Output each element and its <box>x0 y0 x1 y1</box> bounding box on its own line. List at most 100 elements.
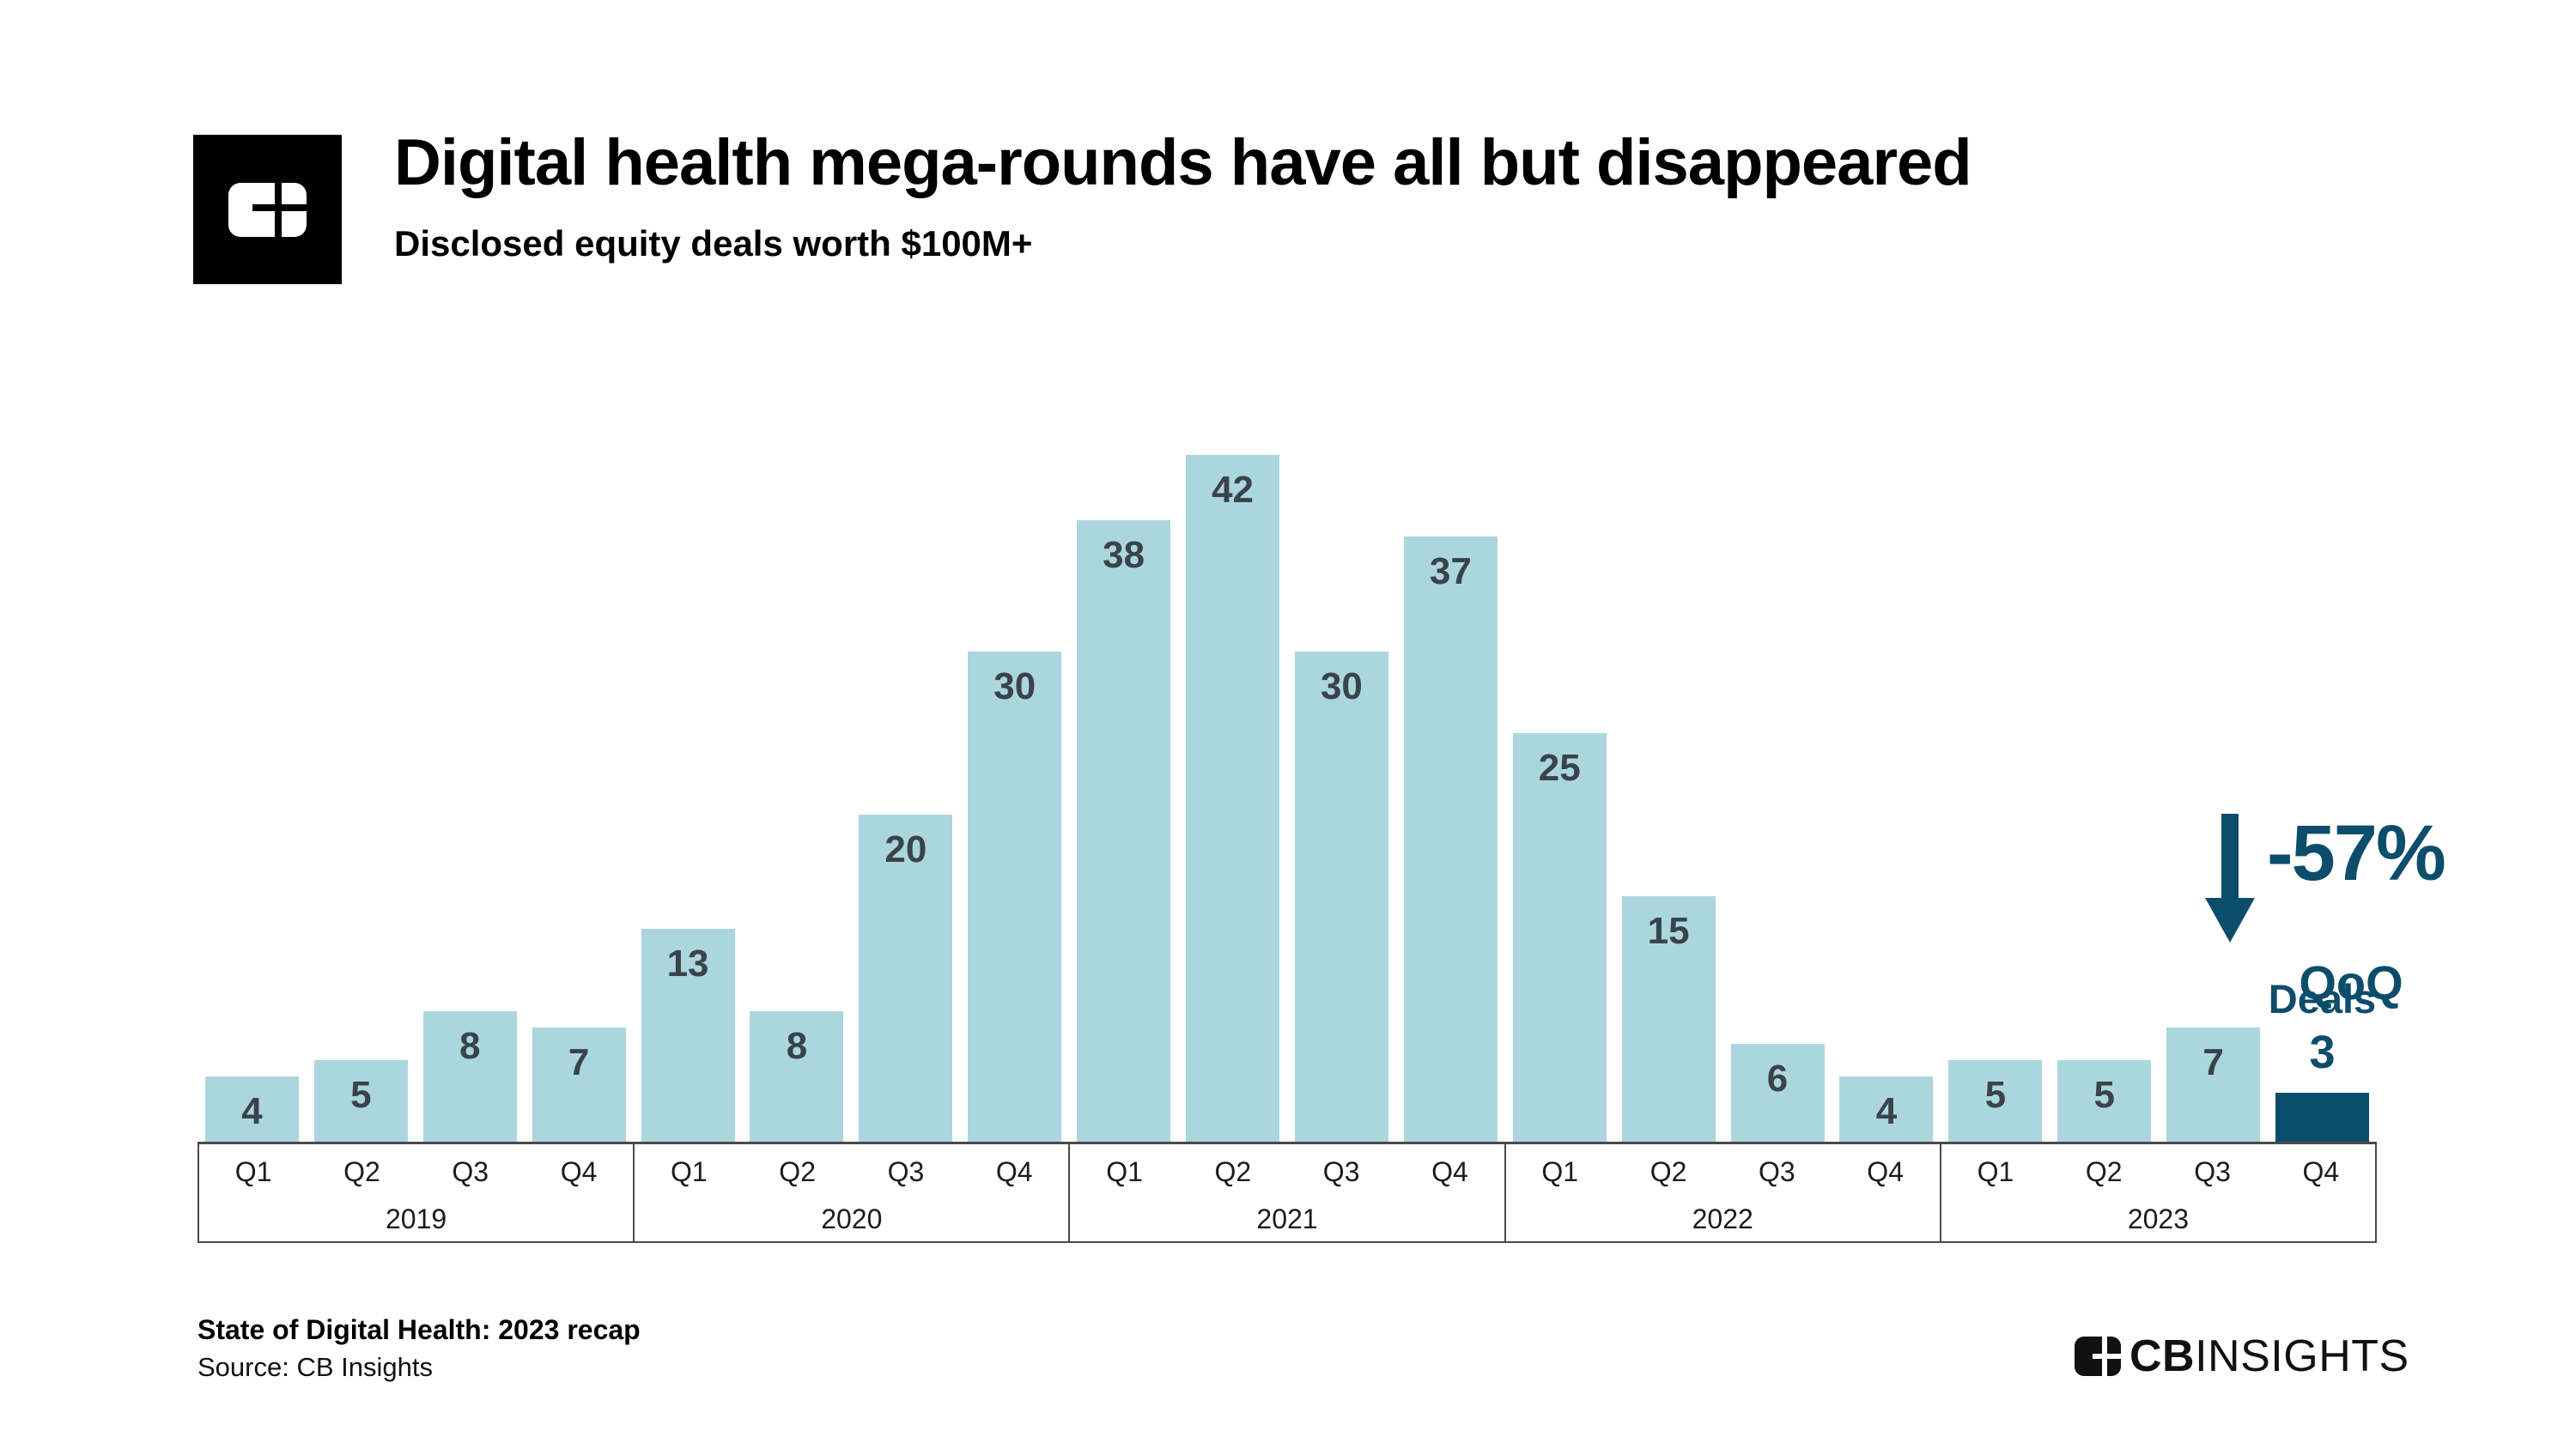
cb-window-icon-small <box>2075 1337 2121 1376</box>
bar-2023-Q2: 5 <box>2057 1060 2152 1142</box>
bar-value-label: 8 <box>786 1025 808 1067</box>
x-axis-quarter-label: Q2 <box>1214 1156 1252 1187</box>
bar-2023-Q3: 7 <box>2166 1028 2261 1142</box>
bar-slot <box>2268 386 2377 1142</box>
x-axis-quarter-label: Q3 <box>2194 1156 2231 1187</box>
x-axis-year-label: 2022 <box>1692 1203 1753 1234</box>
bar-value-label: 25 <box>1538 747 1581 789</box>
cb-window-icon <box>228 182 307 237</box>
bar-slot: 7 <box>525 386 634 1142</box>
bar-2022-Q4: 4 <box>1839 1076 1934 1142</box>
bar-value-label: 37 <box>1429 550 1472 592</box>
x-axis-quarter-label: Q2 <box>2085 1156 2123 1187</box>
bar-slot: 13 <box>634 386 743 1142</box>
year-group-2021: Q1 Q2 Q3 Q4 2021 <box>1070 1144 1506 1241</box>
x-axis-year-label: 2021 <box>1256 1203 1318 1234</box>
x-axis: Q1 Q2 Q3 Q4 2019 Q1 Q2 Q3 Q4 2020 Q1 Q2 Q3 Q4 2021 Q1 Q2… <box>197 1142 2377 1243</box>
bar-2022-Q1: 25 <box>1512 733 1607 1142</box>
bar-2022-Q3: 6 <box>1730 1044 1825 1142</box>
bar-slot: 5 <box>2050 386 2159 1142</box>
brand-cb: CB <box>2129 1331 2196 1381</box>
year-group-2022: Q1 Q2 Q3 Q4 2022 <box>1506 1144 1941 1241</box>
x-axis-quarter-label: Q4 <box>1867 1156 1904 1187</box>
bar-2021-Q2: 42 <box>1186 455 1280 1142</box>
footer: State of Digital Health: 2023 recap Sour… <box>197 1316 641 1380</box>
qoq-change-value: -57% <box>2267 809 2446 897</box>
x-axis-quarter-label: Q4 <box>2302 1156 2340 1187</box>
page-subtitle: Disclosed equity deals worth $100M+ <box>394 222 1033 264</box>
bar-slot: 6 <box>1723 386 1832 1142</box>
bar-value-label: 38 <box>1103 534 1145 576</box>
qoq-caption: QoQ <box>2299 955 2403 1009</box>
bar-2019-Q4: 7 <box>532 1028 626 1142</box>
bar-2020-Q1: 13 <box>641 929 735 1142</box>
bar-2022-Q2: 15 <box>1621 896 1716 1142</box>
bar-2021-Q3: 30 <box>1294 652 1388 1142</box>
bar-2019-Q3: 8 <box>422 1011 517 1142</box>
x-axis-quarter-label: Q4 <box>560 1156 598 1187</box>
x-axis-quarter-label: Q4 <box>1431 1156 1468 1187</box>
year-group-2023: Q1 Q2 Q3 Q4 2023 <box>1941 1144 2375 1241</box>
year-group-2020: Q1 Q2 Q3 Q4 2020 <box>635 1144 1071 1241</box>
x-axis-quarter-label: Q4 <box>995 1156 1033 1187</box>
bar-value-label: 20 <box>884 828 927 870</box>
deals-label: Deals <box>2268 976 2377 1022</box>
bar-2020-Q4: 30 <box>968 652 1062 1142</box>
bar-value-label: 7 <box>568 1041 590 1083</box>
bar-value-label: 5 <box>1984 1074 2007 1116</box>
bar-value-label: 4 <box>241 1090 263 1132</box>
bar-2020-Q2: 8 <box>750 1011 844 1142</box>
quarter-row: Q1 Q2 Q3 Q4 <box>1506 1156 1940 1188</box>
brand-text: CBINSIGHTS <box>2129 1331 2409 1382</box>
x-axis-quarter-label: Q1 <box>234 1156 272 1187</box>
bar-value-label: 6 <box>1766 1058 1789 1100</box>
year-group-2019: Q1 Q2 Q3 Q4 2019 <box>199 1144 635 1241</box>
brand-insights: INSIGHTS <box>2195 1331 2409 1381</box>
qoq-annotation: -57% QoQ <box>2205 809 2446 1010</box>
x-axis-quarter-label: Q1 <box>1977 1156 2014 1187</box>
bar-value-label: 30 <box>993 665 1036 707</box>
down-arrow-icon <box>2205 814 2255 943</box>
x-axis-quarter-label: Q1 <box>671 1156 708 1187</box>
x-axis-year-label: 2023 <box>2127 1203 2189 1234</box>
report-title: State of Digital Health: 2023 recap <box>197 1314 641 1345</box>
x-axis-quarter-label: Q1 <box>1541 1156 1579 1187</box>
bar-slot: 8 <box>743 386 852 1142</box>
bar-slot: 30 <box>1287 386 1396 1142</box>
x-axis-quarter-label: Q3 <box>452 1156 489 1187</box>
bar-2023-Q1: 5 <box>1948 1060 2043 1142</box>
bar-2020-Q3: 20 <box>859 815 953 1142</box>
x-axis-quarter-label: Q1 <box>1106 1156 1143 1187</box>
bar-2019-Q2: 5 <box>313 1060 408 1142</box>
x-axis-quarter-label: Q2 <box>779 1156 816 1187</box>
x-axis-year-label: 2020 <box>821 1203 883 1234</box>
bar-slot: 30 <box>960 386 1069 1142</box>
cb-insights-wordmark: CBINSIGHTS <box>2075 1331 2409 1382</box>
x-axis-quarter-label: Q2 <box>343 1156 380 1187</box>
bar-value-label: 4 <box>1875 1090 1898 1132</box>
bar-value-label: 5 <box>2093 1074 2115 1116</box>
x-axis-quarter-label: Q3 <box>1322 1156 1360 1187</box>
bar-2023-Q4 <box>2275 1093 2370 1142</box>
bar-slot: 37 <box>1396 386 1505 1142</box>
bar-slot: 42 <box>1178 386 1287 1142</box>
bar-slot: 4 <box>197 386 307 1142</box>
bar-value-label: 30 <box>1320 665 1363 707</box>
bar-value-label: 8 <box>459 1025 481 1067</box>
x-axis-quarter-label: Q2 <box>1649 1156 1687 1187</box>
bar-chart: 4 5 8 7 13 8 20 30 38 42 30 37 25 15 6 4 5 5 7 <box>197 386 2377 1142</box>
bar-slot: 5 <box>307 386 416 1142</box>
bar-2021-Q1: 38 <box>1077 520 1171 1142</box>
bar-slot: 4 <box>1832 386 1941 1142</box>
bar-2021-Q4: 37 <box>1403 537 1498 1142</box>
x-axis-quarter-label: Q3 <box>1759 1156 1795 1187</box>
deals-value: 3 <box>2309 1027 2336 1078</box>
quarter-row: Q1 Q2 Q3 Q4 <box>199 1156 633 1188</box>
page-title: Digital health mega-rounds have all but … <box>394 126 1972 199</box>
bar-value-label: 42 <box>1212 469 1255 511</box>
deals-callout: Deals 3 <box>2268 979 2377 1076</box>
quarter-row: Q1 Q2 Q3 Q4 <box>1941 1156 2375 1188</box>
source-line: Source: CB Insights <box>197 1352 433 1382</box>
bar-slot: 15 <box>1614 386 1723 1142</box>
